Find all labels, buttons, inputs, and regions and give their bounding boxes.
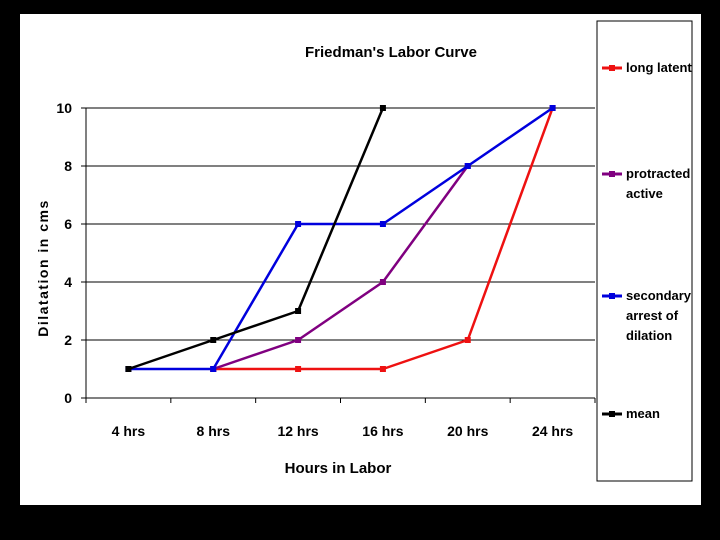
data-point-protracted-active — [295, 337, 302, 343]
data-point-secondary-arrest-of-dilation — [210, 366, 217, 372]
series-lines — [125, 105, 556, 372]
series-line-secondary-arrest-of-dilation — [128, 106, 554, 371]
legend-marker-protracted-active — [609, 171, 615, 177]
data-point-long-latent — [295, 366, 302, 372]
series-line-long-latent — [213, 107, 554, 371]
x-tick-labels: 4 hrs 8 hrs 12 hrs 16 hrs 20 hrs 24 hrs — [112, 423, 574, 439]
y-tick-label: 8 — [64, 158, 72, 174]
y-tick-label: 4 — [64, 274, 72, 290]
y-tick-label: 0 — [64, 390, 72, 406]
legend-marker-mean — [609, 411, 615, 417]
series-line-protracted-active — [212, 165, 469, 371]
y-tick-labels: 0 2 4 6 8 10 — [56, 100, 72, 406]
data-point-long-latent — [379, 366, 386, 372]
data-point-mean — [379, 105, 386, 111]
series-line-mean — [128, 107, 385, 371]
chart-slide: Friedman's Labor Curve Dilatation in cms… — [20, 14, 701, 505]
x-tick-label: 16 hrs — [362, 423, 403, 439]
x-tick-label: 12 hrs — [277, 423, 318, 439]
data-point-long-latent — [464, 337, 471, 343]
y-tick-label: 2 — [64, 332, 72, 348]
legend-label-long-latent: long latent — [626, 60, 692, 75]
data-point-secondary-arrest-of-dilation — [379, 221, 386, 227]
axes — [81, 107, 596, 403]
data-point-protracted-active — [379, 279, 386, 285]
legend-label-secondary-arrest-of-dilation: secondary arrest of dilation — [626, 288, 692, 343]
x-tick-label: 24 hrs — [532, 423, 573, 439]
x-axis-label: Hours in Labor — [285, 460, 392, 477]
legend-label-mean: mean — [626, 406, 660, 421]
legend: long latent protracted active secondary arre… — [596, 20, 693, 482]
y-tick-label: 6 — [64, 216, 72, 232]
data-point-secondary-arrest-of-dilation — [549, 105, 556, 111]
legend-label-protracted-active: protracted active — [626, 166, 690, 201]
data-point-mean — [210, 337, 217, 343]
legend-marker-secondary-arrest-of-dilation — [609, 293, 615, 299]
data-point-secondary-arrest-of-dilation — [464, 163, 471, 169]
chart-title: Friedman's Labor Curve — [305, 44, 477, 61]
labor-curve-chart: Friedman's Labor Curve Dilatation in cms… — [35, 20, 693, 482]
x-tick-label: 20 hrs — [447, 423, 488, 439]
data-point-secondary-arrest-of-dilation — [295, 221, 302, 227]
x-tick-label: 4 hrs — [112, 423, 146, 439]
y-tick-label: 10 — [56, 100, 72, 116]
legend-marker-long-latent — [609, 65, 615, 71]
x-tick-label: 8 hrs — [197, 423, 231, 439]
legend-box — [596, 20, 693, 482]
y-axis-label: Dilatation in cms — [35, 199, 51, 337]
data-point-mean — [125, 366, 132, 372]
data-point-mean — [295, 308, 302, 314]
